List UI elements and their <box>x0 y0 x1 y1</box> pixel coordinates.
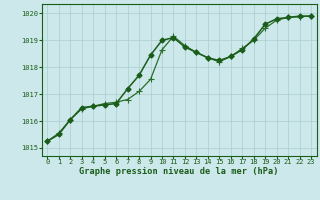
X-axis label: Graphe pression niveau de la mer (hPa): Graphe pression niveau de la mer (hPa) <box>79 167 279 176</box>
